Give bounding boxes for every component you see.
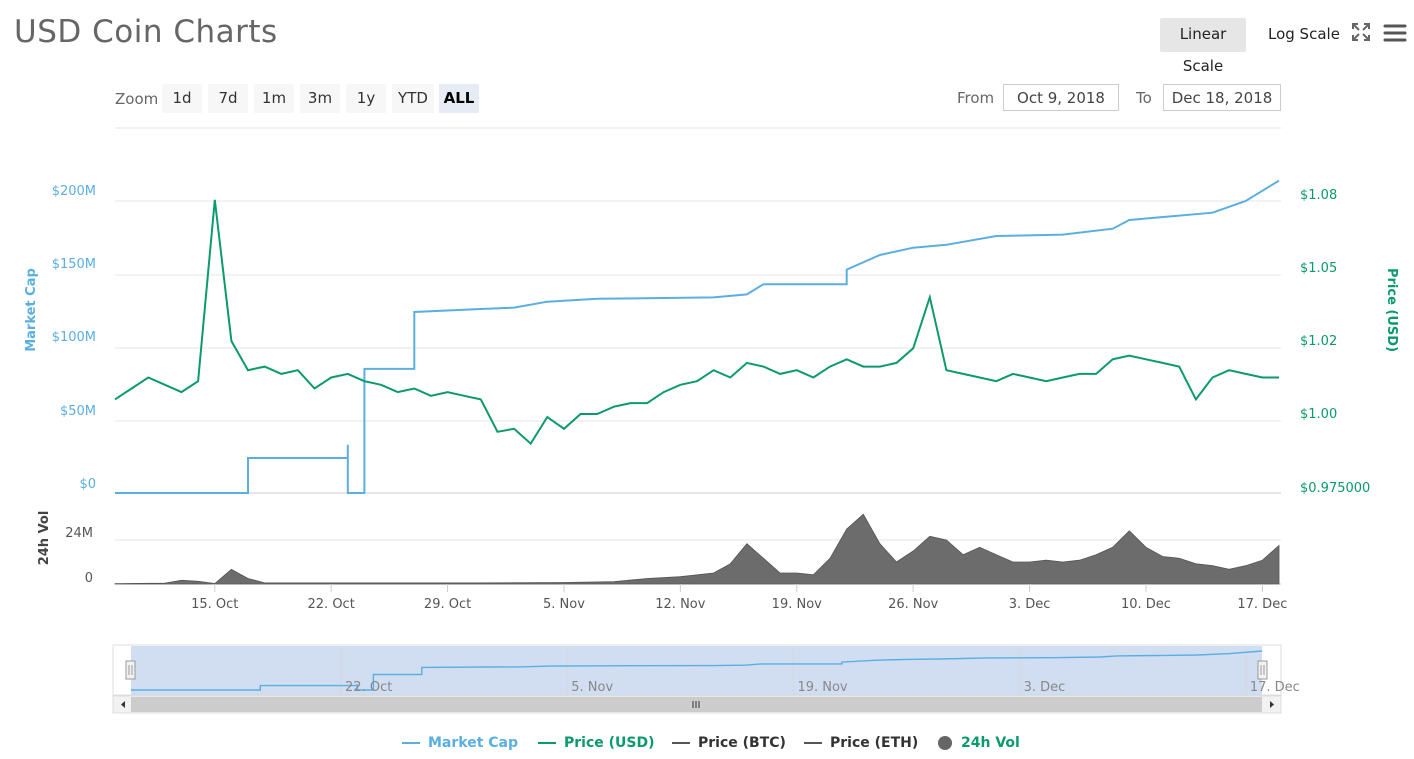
scroll-right-arrow-icon[interactable] (1270, 701, 1274, 708)
volume-axis-title: 24h Vol (37, 511, 52, 566)
price-btc-swatch (672, 742, 690, 744)
navigator-tick-label: 17. Dec (1250, 680, 1300, 695)
market-cap-series (115, 179, 1280, 494)
x-axis-tick-label: 10. Dec (1121, 597, 1171, 612)
log-scale-button[interactable]: Log Scale (1268, 25, 1340, 43)
legend-item-market-cap[interactable]: Market Cap (402, 733, 518, 753)
right-axis-tick-label: $1.02 (1300, 334, 1337, 349)
fullscreen-icon[interactable] (1351, 22, 1371, 42)
navigator-grid (340, 646, 1247, 695)
from-date-input[interactable] (1003, 84, 1119, 111)
chart-area: $0 $50M $100M $150M $200M $0.975000 $1.00 $1.02… (24, 127, 1399, 714)
zoom-1d-button[interactable]: 1d (162, 84, 202, 113)
zoom-7d-button[interactable]: 7d (208, 84, 248, 113)
grid-lines (115, 200, 1281, 585)
zoom-3m-button[interactable]: 3m (300, 84, 340, 113)
volume-dot-icon (938, 736, 952, 750)
hamburger-menu-icon[interactable] (1383, 23, 1407, 43)
left-axis-tick-label: $50M (60, 404, 96, 419)
legend-item-24h-vol[interactable]: 24h Vol (938, 733, 1020, 753)
x-axis-tick-label: 17. Dec (1237, 597, 1287, 612)
zoom-ytd-button[interactable]: YTD (392, 84, 434, 113)
left-axis-tick-label: $150M (52, 257, 96, 272)
to-date-input[interactable] (1163, 84, 1281, 111)
left-axis-tick-label: $0 (79, 477, 96, 492)
legend-item-price-btc[interactable]: Price (BTC) (672, 733, 786, 753)
x-axis-tick-label: 3. Dec (1009, 597, 1051, 612)
x-axis-tick-label: 12. Nov (655, 597, 705, 612)
market-cap-line (115, 179, 1280, 494)
from-label: From (957, 89, 995, 107)
zoom-all-button[interactable]: ALL (439, 84, 479, 113)
linear-scale-button[interactable]: Linear Scale (1160, 18, 1246, 75)
market-cap-swatch (402, 742, 420, 744)
navigator-left-handle[interactable] (125, 660, 136, 680)
x-axis-tick-label: 22. Oct (308, 597, 355, 612)
navigator-selection[interactable] (131, 646, 1262, 695)
legend-label: Price (BTC) (698, 735, 786, 751)
legend-item-price-eth[interactable]: Price (ETH) (804, 733, 918, 753)
navigator-tick-label: 22. Oct (345, 680, 392, 695)
x-axis-tick-label: 5. Nov (543, 597, 585, 612)
left-axis-tick-label: $100M (52, 330, 96, 345)
price-usd-swatch (538, 742, 556, 744)
to-label: To (1136, 89, 1152, 107)
right-axis-tick-label: $0.975000 (1300, 481, 1370, 496)
volume-series (114, 513, 1280, 585)
navigator-right-handle[interactable] (1257, 660, 1268, 680)
x-axis-tick-label: 29. Oct (424, 597, 471, 612)
zoom-1y-button[interactable]: 1y (346, 84, 386, 113)
zoom-1m-button[interactable]: 1m (254, 84, 294, 113)
x-axis-tick-label: 19. Nov (772, 597, 822, 612)
left-axis-tick-label: $200M (52, 184, 96, 199)
right-axis-title: Price (USD) (1384, 268, 1399, 352)
volume-axis-tick-label: 24M (65, 526, 93, 541)
price-eth-swatch (804, 742, 822, 744)
left-axis-title: Market Cap (24, 268, 39, 352)
price-usd-line (114, 199, 1279, 446)
price-usd-series (114, 199, 1279, 446)
right-axis-tick-label: $1.05 (1300, 261, 1337, 276)
navigator-tick-label: 3. Dec (1024, 680, 1066, 695)
volume-axis-tick-label: 0 (85, 571, 93, 586)
right-axis-tick-label: $1.08 (1300, 188, 1337, 203)
scrollbar-grip-icon (692, 701, 700, 708)
x-axis-tick-label: 26. Nov (888, 597, 938, 612)
scroll-left-arrow-icon[interactable] (121, 701, 125, 708)
legend-label: 24h Vol (961, 735, 1020, 751)
legend-item-price-usd[interactable]: Price (USD) (538, 733, 655, 753)
right-axis-tick-label: $1.00 (1300, 407, 1337, 422)
page-title: USD Coin Charts (14, 14, 278, 50)
axes: $0 $50M $100M $150M $200M $0.975000 $1.00 $1.02… (52, 184, 1371, 612)
legend: Market Cap Price (USD) Price (BTC) Price… (0, 733, 1414, 753)
navigator-tick-label: 19. Nov (797, 680, 847, 695)
navigator-tick-label: 5. Nov (571, 680, 613, 695)
scrollbar[interactable] (112, 695, 1282, 714)
legend-label: Price (ETH) (830, 735, 919, 751)
navigator[interactable]: 22. Oct 5. Nov 19. Nov 3. Dec 17. Dec (112, 644, 1300, 696)
zoom-label: Zoom (115, 90, 159, 108)
x-axis-tick-label: 15. Oct (191, 597, 238, 612)
legend-label: Market Cap (428, 735, 519, 751)
navigator-series-line (131, 650, 1263, 691)
navigator-ticks: 22. Oct 5. Nov 19. Nov 3. Dec 17. Dec (345, 680, 1300, 695)
volume-area (114, 513, 1280, 585)
legend-label: Price (USD) (564, 735, 655, 751)
